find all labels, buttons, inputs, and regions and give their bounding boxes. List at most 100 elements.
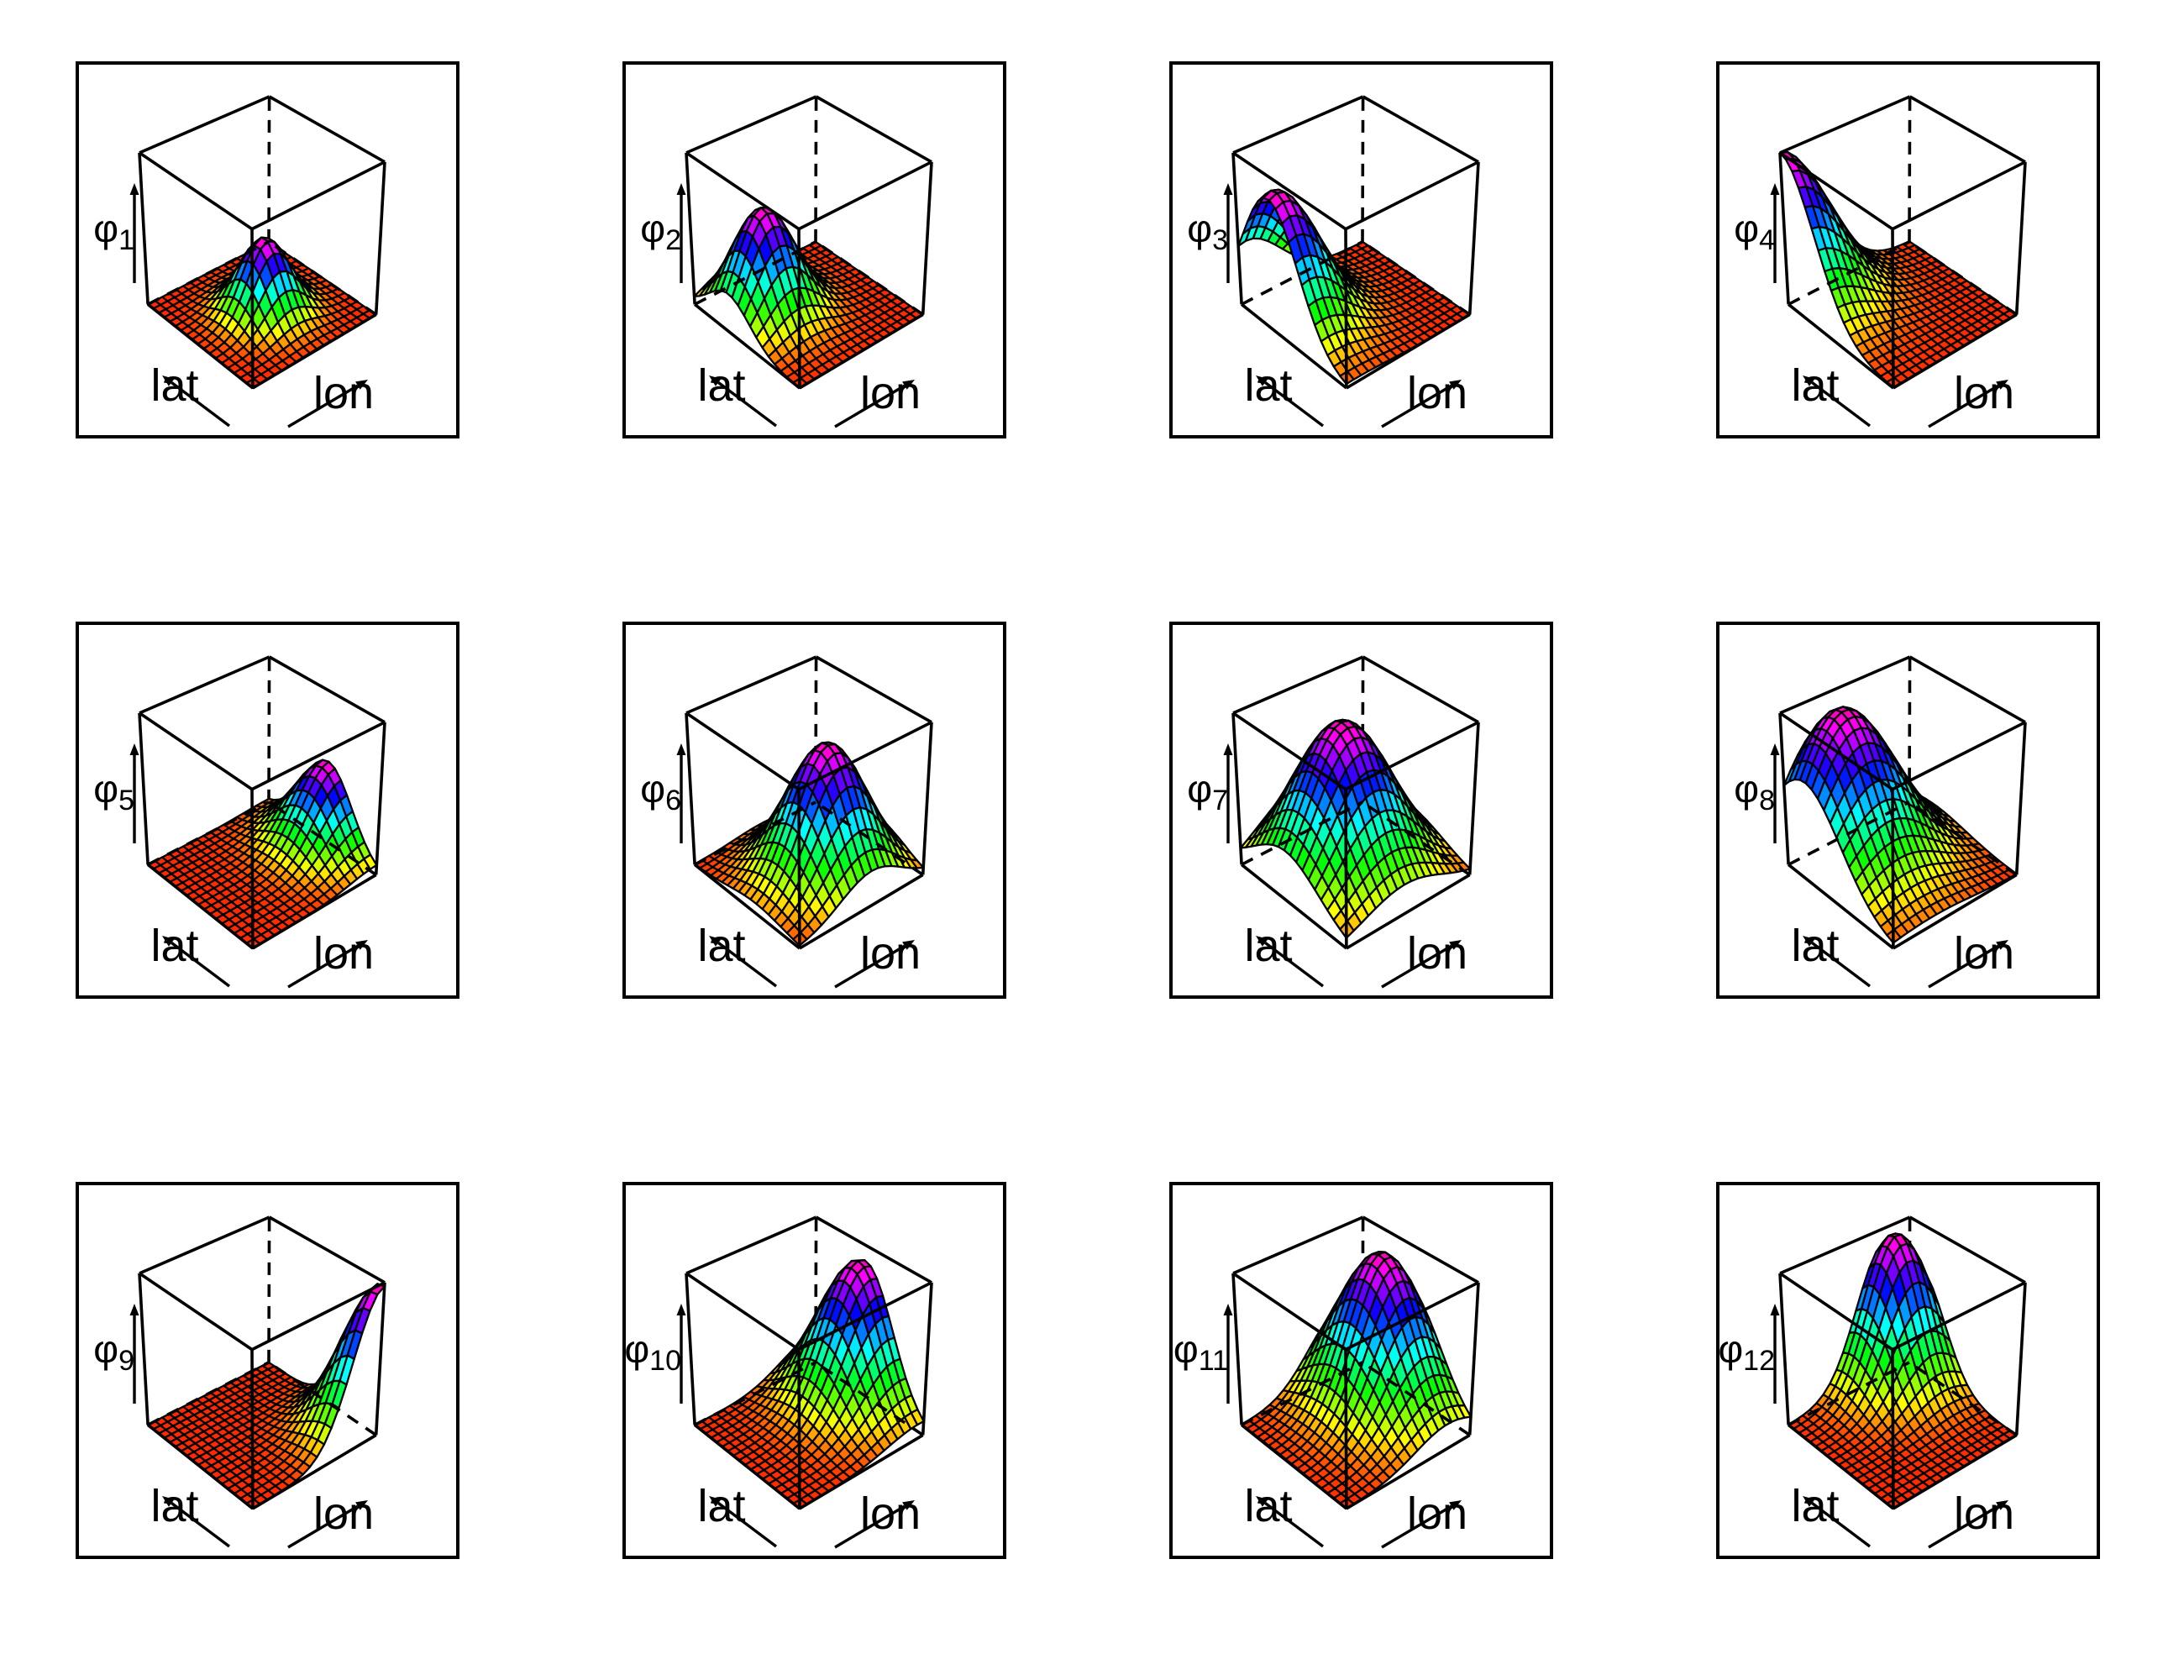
surface-panel-2: φ2 lat lon xyxy=(622,61,1006,438)
lon-axis-label: lon xyxy=(313,368,374,418)
lon-axis-arrow-icon xyxy=(1928,1500,2008,1549)
lat-axis-label: lat xyxy=(1791,360,1839,411)
surface-mesh xyxy=(1778,151,2018,389)
lon-axis-arrow-icon xyxy=(287,1500,368,1549)
lon-axis-label: lon xyxy=(1407,928,1467,979)
box-wireframe xyxy=(1231,655,1480,950)
z-axis-arrow-icon xyxy=(1770,743,1780,843)
surface-plot: φ4 lat lon xyxy=(1716,61,2100,438)
lon-axis-label: lon xyxy=(1954,368,2014,418)
surface-panel-6: φ6 lat lon xyxy=(622,622,1006,999)
lon-axis-arrow-icon xyxy=(1381,1500,1462,1549)
lon-axis-arrow-icon xyxy=(287,940,368,989)
lat-axis-arrow-icon xyxy=(1256,375,1325,428)
z-axis-arrow-icon xyxy=(129,183,139,283)
z-axis-arrow-icon xyxy=(1223,183,1233,283)
lon-axis-label: lon xyxy=(860,368,921,418)
lon-axis-arrow-icon xyxy=(834,940,915,989)
lat-axis-arrow-icon xyxy=(1803,375,1872,428)
lat-axis-label: lat xyxy=(150,921,198,971)
box-wireframe xyxy=(138,655,386,950)
lon-axis-label: lon xyxy=(860,1488,921,1539)
lon-axis-arrow-icon xyxy=(1928,940,2008,989)
lon-axis-label: lon xyxy=(1407,368,1467,418)
lat-axis-label: lat xyxy=(697,1481,745,1531)
box-hidden-edge xyxy=(1361,96,1365,242)
lat-axis-arrow-icon xyxy=(1256,1496,1325,1548)
phi-label: φ2 xyxy=(640,207,681,256)
phi-label: φ5 xyxy=(93,767,134,816)
z-axis-arrow-icon xyxy=(676,743,686,843)
box-wireframe xyxy=(1778,1215,2027,1510)
lon-axis-label: lon xyxy=(313,928,374,979)
z-axis-arrow-icon xyxy=(129,743,139,843)
surface-panel-8: φ8 lat lon xyxy=(1716,622,2100,999)
lat-axis-label: lat xyxy=(1244,1481,1292,1531)
surface-mesh xyxy=(693,1259,925,1510)
surface-plot: φ2 lat lon xyxy=(622,61,1006,438)
box-hidden-edge xyxy=(267,1216,271,1362)
lon-axis-arrow-icon xyxy=(1381,940,1462,989)
surface-plot: φ11 lat lon xyxy=(1169,1182,1553,1559)
surface-panel-9: φ9 lat lon xyxy=(76,1182,459,1559)
lat-axis-label: lat xyxy=(1791,1481,1839,1531)
lon-axis-label: lon xyxy=(1954,1488,2014,1539)
lon-axis-arrow-icon xyxy=(287,380,368,428)
surface-mesh xyxy=(146,236,377,390)
phi-label: φ4 xyxy=(1734,207,1775,256)
box-wireframe xyxy=(685,95,933,390)
surface-mesh xyxy=(1239,718,1472,939)
box-wireframe xyxy=(138,95,386,390)
lon-axis-label: lon xyxy=(1954,928,2014,979)
surface-plot: φ6 lat lon xyxy=(622,622,1006,999)
lat-axis-label: lat xyxy=(697,921,745,971)
box-wireframe xyxy=(138,1215,386,1510)
lat-axis-arrow-icon xyxy=(709,936,778,988)
lat-axis-arrow-icon xyxy=(162,1496,231,1548)
surface-plot: φ5 lat lon xyxy=(76,622,459,999)
lon-axis-arrow-icon xyxy=(1381,380,1462,428)
box-wireframe xyxy=(1231,1215,1480,1510)
lon-axis-arrow-icon xyxy=(834,380,915,428)
surface-panel-11: φ11 lat lon xyxy=(1169,1182,1553,1559)
z-axis-arrow-icon xyxy=(1223,743,1233,843)
box-wireframe xyxy=(1231,95,1480,390)
box-hidden-edge xyxy=(1908,96,1912,242)
lat-axis-label: lat xyxy=(1244,921,1292,971)
lat-axis-label: lat xyxy=(150,1481,198,1531)
surface-panel-5: φ5 lat lon xyxy=(76,622,459,999)
surface-plot: φ10 lat lon xyxy=(622,1182,1006,1559)
z-axis-arrow-icon xyxy=(676,1304,686,1404)
box-hidden-edge xyxy=(267,656,271,802)
surface-panel-7: φ7 lat lon xyxy=(1169,622,1553,999)
surface-plot: φ3 lat lon xyxy=(1169,61,1553,438)
surface-panel-3: φ3 lat lon xyxy=(1169,61,1553,438)
z-axis-arrow-icon xyxy=(676,183,686,283)
surface-plot: φ8 lat lon xyxy=(1716,622,2100,999)
surface-plot: φ12 lat lon xyxy=(1716,1182,2100,1559)
surface-mesh xyxy=(1782,706,2018,944)
lon-axis-arrow-icon xyxy=(1928,380,2008,428)
surface-panel-12: φ12 lat lon xyxy=(1716,1182,2100,1559)
box-hidden-edge xyxy=(1908,656,1912,802)
lat-axis-label: lat xyxy=(697,360,745,411)
surface-plot: φ1 lat lon xyxy=(76,61,459,438)
lat-axis-arrow-icon xyxy=(709,375,778,428)
lon-axis-arrow-icon xyxy=(834,1500,915,1549)
surface-mesh xyxy=(1240,1251,1473,1509)
surface-plot: φ7 lat lon xyxy=(1169,622,1553,999)
lat-axis-arrow-icon xyxy=(162,936,231,988)
phi-label: φ11 xyxy=(1173,1327,1228,1377)
lon-axis-label: lon xyxy=(860,928,921,979)
lat-axis-arrow-icon xyxy=(1803,936,1872,988)
lat-axis-arrow-icon xyxy=(1256,936,1325,988)
box-wireframe xyxy=(685,1215,933,1510)
lat-axis-arrow-icon xyxy=(162,375,231,428)
box-wireframe xyxy=(1778,655,2027,950)
lat-axis-label: lat xyxy=(150,360,198,411)
box-wireframe xyxy=(685,655,933,950)
lon-axis-label: lon xyxy=(1407,1488,1467,1539)
box-hidden-edge xyxy=(267,96,271,242)
lon-axis-label: lon xyxy=(313,1488,374,1539)
